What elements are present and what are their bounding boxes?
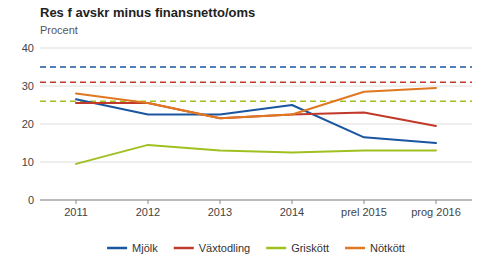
legend-label: Växtodling (199, 242, 250, 254)
legend-item: Griskött (266, 242, 329, 254)
y-tick-label: 40 (22, 42, 34, 54)
reference-line (40, 100, 472, 102)
legend-item: Växtodling (174, 242, 250, 254)
y-tick-label: 0 (28, 194, 34, 206)
legend-swatch (174, 247, 194, 250)
legend-label: Griskött (291, 242, 329, 254)
series-line (76, 145, 436, 164)
x-tick-label: 2012 (136, 206, 160, 218)
series-line (76, 99, 436, 143)
grid-line (40, 124, 472, 125)
x-tick-label: 2011 (64, 206, 88, 218)
legend-item: Mjölk (107, 242, 158, 254)
y-axis: 0 10 20 30 40 (22, 42, 472, 206)
plot-area (40, 67, 472, 164)
legend-label: Nötkött (370, 242, 405, 254)
x-tick (292, 200, 293, 204)
x-tick-label: 2013 (208, 206, 232, 218)
grid-line (40, 86, 472, 87)
series-line (76, 88, 436, 118)
x-tick-label: prog 2016 (411, 206, 461, 218)
grid-line (40, 200, 472, 201)
legend-swatch (107, 247, 127, 250)
series-line (76, 103, 436, 126)
x-axis: 2011 2012 2013 2014 prel 2015 prog 2016 (40, 200, 472, 218)
x-axis-line (40, 200, 472, 201)
x-tick (76, 200, 77, 204)
subtitle: Procent (40, 24, 78, 36)
x-tick (220, 200, 221, 204)
y-tick-label: 10 (22, 156, 34, 168)
title: Res f avskr minus finansnetto/oms (40, 5, 255, 20)
legend: Mjölk Växtodling Griskött Nötkött (107, 242, 405, 254)
x-tick (148, 200, 149, 204)
legend-swatch (345, 247, 365, 250)
y-tick-label: 30 (22, 80, 34, 92)
y-tick-label: 20 (22, 118, 34, 130)
x-tick-label: prel 2015 (341, 206, 387, 218)
grid-line (40, 162, 472, 163)
x-tick-label: 2014 (280, 206, 304, 218)
x-tick (436, 200, 437, 204)
grid-line (40, 48, 472, 49)
legend-label: Mjölk (132, 242, 158, 254)
chart: Res f avskr minus finansnetto/oms Procent… (0, 0, 484, 272)
x-tick (364, 200, 365, 204)
legend-item: Nötkött (345, 242, 405, 254)
legend-swatch (266, 247, 286, 250)
reference-line (40, 81, 472, 83)
reference-line (40, 66, 472, 68)
